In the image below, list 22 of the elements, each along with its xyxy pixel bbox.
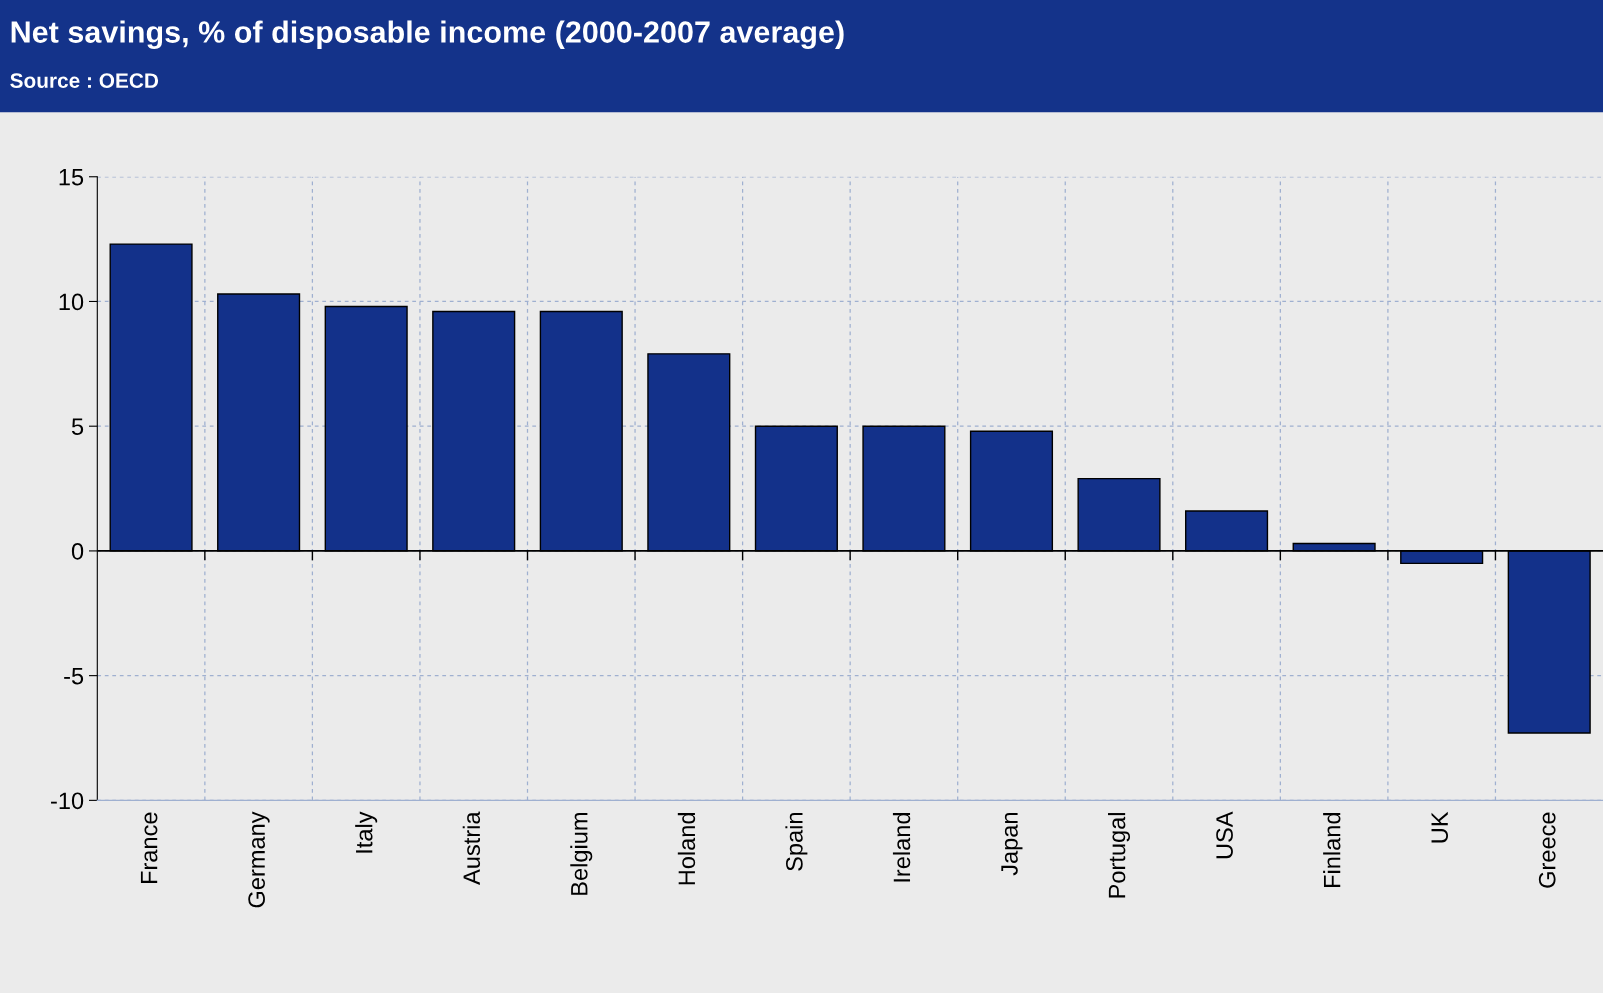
chart-subtitle: Source : OECD bbox=[10, 73, 159, 89]
x-tick-label: Spain bbox=[785, 813, 808, 871]
x-tick-label: Italy bbox=[355, 811, 378, 853]
x-tick-label: Germany bbox=[248, 811, 270, 908]
y-tick-label: -10 bbox=[51, 792, 84, 810]
y-tick-label: 10 bbox=[59, 293, 84, 311]
x-tick-label: Finland bbox=[1323, 812, 1341, 887]
x-tick-label: USA bbox=[1216, 811, 1233, 859]
x-tick-label: France bbox=[140, 812, 158, 884]
x-tick-label: Greece bbox=[1538, 812, 1556, 888]
y-tick-label: 5 bbox=[71, 418, 84, 435]
x-tick-label: Austria bbox=[462, 811, 481, 885]
x-tick-label: Holand bbox=[677, 812, 696, 885]
x-tick-label: Belgium bbox=[570, 813, 593, 895]
chart-title: Net savings, % of disposable income (2000-2007 average) bbox=[11, 20, 844, 50]
y-tick-label: 15 bbox=[59, 169, 84, 186]
x-tick-label: UK bbox=[1431, 811, 1449, 843]
x-tick-label: Ireland bbox=[892, 812, 911, 882]
y-tick-label: -5 bbox=[64, 667, 84, 685]
y-tick-label: 0 bbox=[71, 542, 84, 560]
x-tick-label: Japan bbox=[1001, 813, 1023, 876]
x-tick-label: Portugal bbox=[1108, 813, 1131, 898]
